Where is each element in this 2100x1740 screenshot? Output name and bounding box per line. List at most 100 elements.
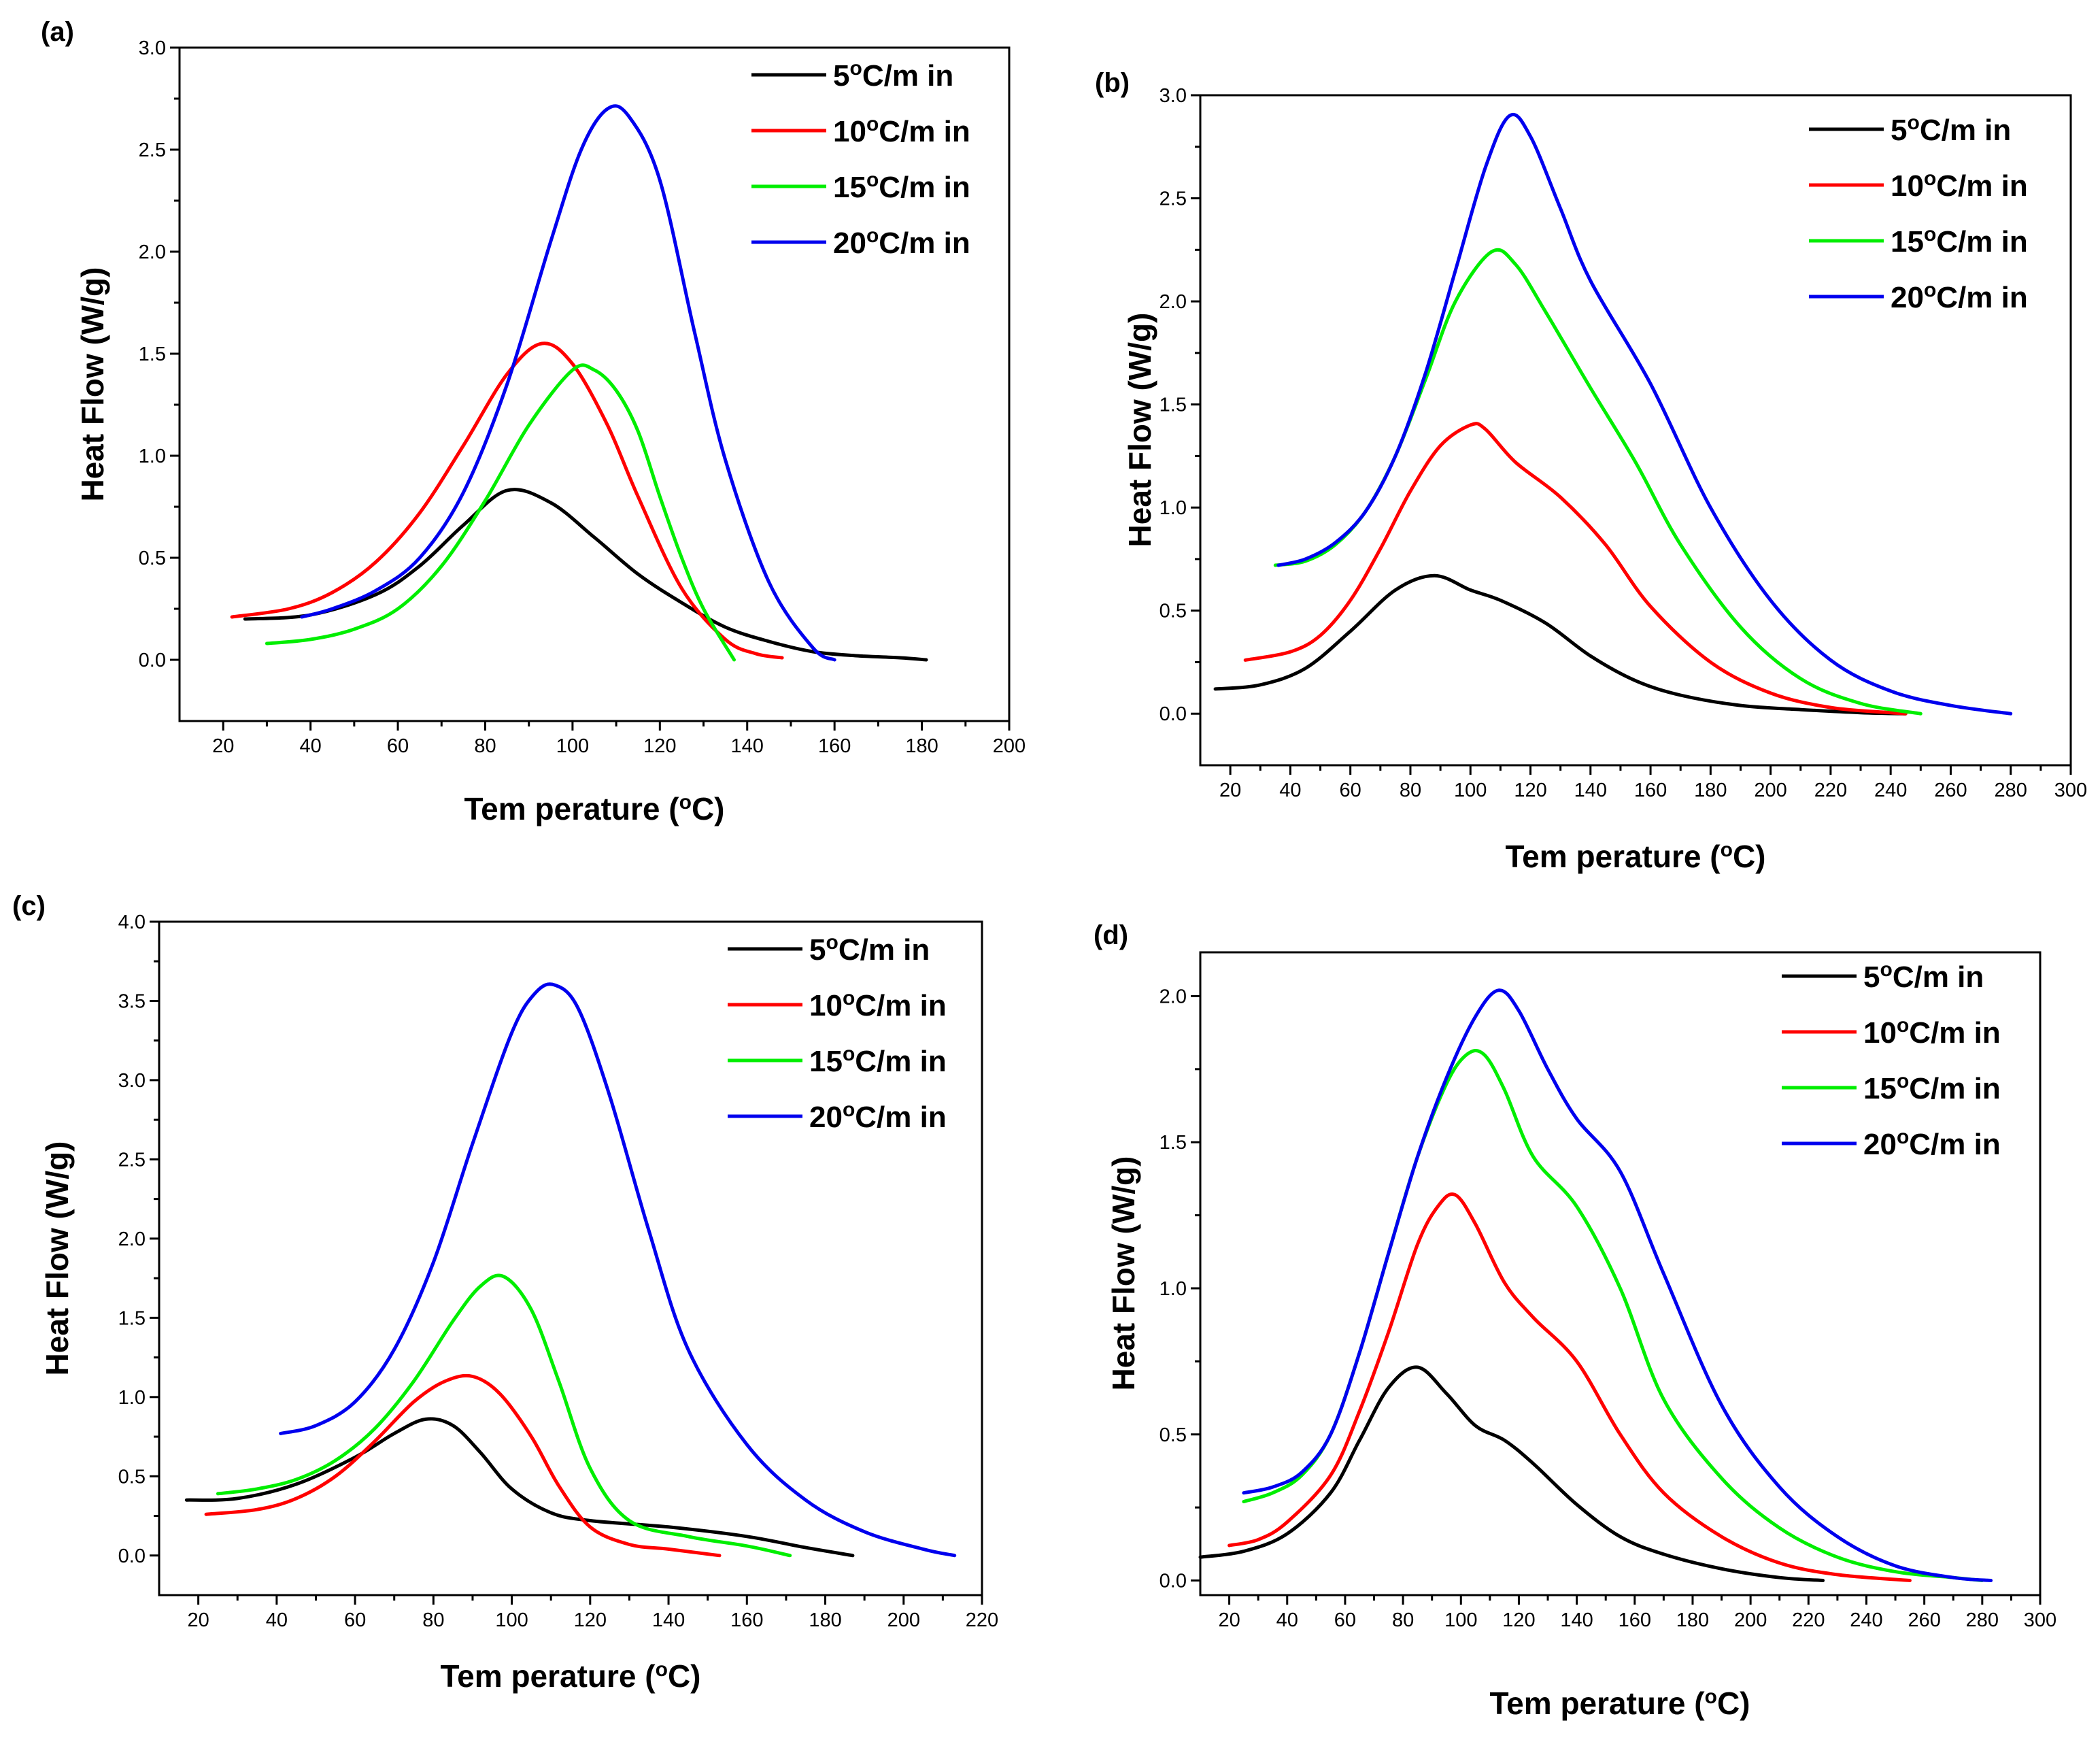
x-tick-label: 300 <box>2024 1609 2056 1631</box>
x-tick-label: 80 <box>1400 780 1421 801</box>
series-line <box>1242 988 1993 1582</box>
series-line <box>279 982 957 1558</box>
x-tick-label: 100 <box>556 735 589 757</box>
legend-entry: 5oC/m in <box>1863 958 1984 994</box>
y-tick-label: 0.5 <box>118 1466 146 1488</box>
series-line <box>1273 248 1923 716</box>
legend-entry: 15oC/m in <box>1891 223 2028 258</box>
x-tick-label: 60 <box>1334 1609 1356 1631</box>
series-line <box>1227 1192 1912 1582</box>
x-tick-label: 300 <box>2054 780 2087 801</box>
y-axis-title: Heat Flow (W/g) <box>39 1141 75 1376</box>
x-tick-label: 80 <box>422 1609 444 1631</box>
x-tick-label: 140 <box>1560 1609 1593 1631</box>
x-tick-label: 20 <box>1218 1609 1240 1631</box>
x-axis-title: Tem perature (oC) <box>1506 839 1766 874</box>
legend-entry: 10oC/m in <box>833 113 970 148</box>
x-tick-label: 40 <box>266 1609 288 1631</box>
y-tick-label: 0.0 <box>1159 1571 1187 1592</box>
x-tick-label: 20 <box>187 1609 209 1631</box>
chart-panel: (c) 20 40 60 80 100 120 140 160 180 200 220 0.0 0.5 1.… <box>12 891 998 1694</box>
y-tick-label: 1.5 <box>139 344 166 365</box>
panel-label: (a) <box>41 17 74 47</box>
x-tick-label: 100 <box>1444 1609 1477 1631</box>
legend-entry: 20oC/m in <box>1891 279 2028 314</box>
x-tick-label: 80 <box>474 735 496 757</box>
y-tick-label: 3.5 <box>118 990 146 1012</box>
y-tick-label: 1.0 <box>139 446 166 467</box>
x-tick-label: 60 <box>387 735 409 757</box>
legend-entry: 5oC/m in <box>1891 112 2011 147</box>
y-tick-label: 1.5 <box>1159 1132 1187 1154</box>
chart-panel: (a) 20 40 60 80 100 120 140 160 180 200 0.0 0.5 1.0 1.… <box>41 17 1026 826</box>
legend-entry: 20oC/m in <box>833 224 970 260</box>
x-tick-label: 80 <box>1392 1609 1414 1631</box>
x-tick-label: 40 <box>1276 1609 1298 1631</box>
x-tick-label: 160 <box>1619 1609 1651 1631</box>
legend-entry: 10oC/m in <box>809 987 947 1022</box>
x-axis-title: Tem perature (oC) <box>464 791 725 826</box>
series-line <box>300 104 836 662</box>
legend-entry: 15oC/m in <box>809 1043 947 1078</box>
x-axis-title: Tem perature (oC) <box>441 1658 701 1694</box>
y-tick-label: 4.0 <box>118 911 146 933</box>
x-tick-label: 200 <box>1754 780 1786 801</box>
series-line <box>216 1273 792 1558</box>
x-tick-label: 100 <box>495 1609 528 1631</box>
series-line <box>1198 1365 1825 1582</box>
x-axis-title: Tem perature (oC) <box>1490 1686 1750 1721</box>
x-tick-label: 160 <box>1634 780 1667 801</box>
x-tick-label: 280 <box>1995 780 2027 801</box>
legend-entry: 15oC/m in <box>833 169 970 204</box>
legend-entry: 20oC/m in <box>809 1099 947 1134</box>
chart-panel: (d) 20 40 60 80 100 120 140 160 180 200 220 240 260 28… <box>1094 920 2056 1721</box>
plot-frame <box>178 46 1011 722</box>
x-tick-label: 100 <box>1454 780 1487 801</box>
x-tick-label: 60 <box>1340 780 1361 801</box>
legend-entry: 10oC/m in <box>1891 167 2028 203</box>
y-tick-label: 0.5 <box>1159 1424 1187 1446</box>
y-tick-label: 1.5 <box>118 1307 146 1329</box>
legend-entry: 5oC/m in <box>833 57 953 93</box>
y-axis-title: Heat Flow (W/g) <box>1106 1156 1141 1391</box>
x-tick-label: 240 <box>1874 780 1907 801</box>
x-tick-label: 220 <box>1792 1609 1825 1631</box>
y-tick-label: 2.0 <box>1159 291 1187 313</box>
y-tick-label: 1.0 <box>118 1387 146 1409</box>
series-line <box>230 341 784 660</box>
x-tick-label: 40 <box>299 735 321 757</box>
x-tick-label: 220 <box>966 1609 998 1631</box>
x-tick-label: 60 <box>344 1609 366 1631</box>
y-tick-label: 0.0 <box>1159 703 1187 725</box>
series-line <box>265 363 736 662</box>
x-tick-label: 180 <box>1676 1609 1709 1631</box>
plot-frame <box>158 920 983 1596</box>
y-tick-label: 1.5 <box>1159 395 1187 416</box>
y-tick-label: 1.0 <box>1159 1278 1187 1300</box>
x-tick-label: 260 <box>1934 780 1967 801</box>
y-tick-label: 1.0 <box>1159 497 1187 519</box>
x-tick-label: 20 <box>1219 780 1241 801</box>
y-tick-label: 0.0 <box>118 1545 146 1567</box>
x-tick-label: 40 <box>1279 780 1301 801</box>
x-tick-label: 140 <box>1574 780 1607 801</box>
y-tick-label: 3.0 <box>1159 85 1187 107</box>
x-tick-label: 120 <box>1502 1609 1535 1631</box>
x-tick-label: 220 <box>1814 780 1847 801</box>
x-tick-label: 140 <box>652 1609 685 1631</box>
x-tick-label: 120 <box>1514 780 1546 801</box>
x-tick-label: 240 <box>1850 1609 1882 1631</box>
x-tick-label: 280 <box>1966 1609 1999 1631</box>
x-tick-label: 200 <box>1734 1609 1767 1631</box>
series-line <box>1276 112 2013 716</box>
y-tick-label: 2.0 <box>1159 986 1187 1007</box>
y-axis-title: Heat Flow (W/g) <box>75 267 110 502</box>
x-tick-label: 180 <box>905 735 938 757</box>
series-line <box>1213 573 1908 716</box>
y-tick-label: 2.0 <box>118 1228 146 1250</box>
legend-entry: 15oC/m in <box>1863 1070 2001 1105</box>
chart-panel: (b) 20 40 60 80 100 120 140 160 180 200 220 240 260 28… <box>1095 68 2087 874</box>
x-tick-label: 160 <box>818 735 851 757</box>
y-tick-label: 2.5 <box>118 1149 146 1171</box>
plot-frame <box>1199 94 2072 767</box>
